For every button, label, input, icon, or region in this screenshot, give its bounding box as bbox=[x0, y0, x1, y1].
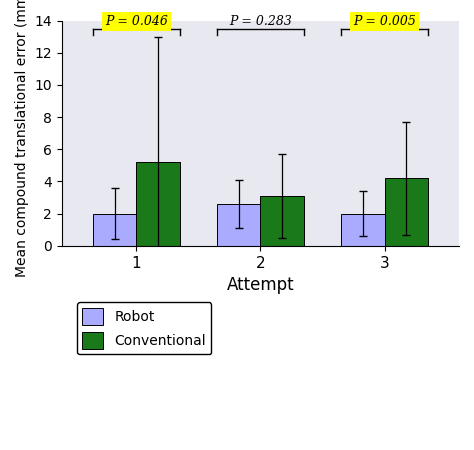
X-axis label: Attempt: Attempt bbox=[227, 276, 294, 294]
Text: P = 0.005: P = 0.005 bbox=[353, 15, 416, 28]
Y-axis label: Mean compound translational error (mm): Mean compound translational error (mm) bbox=[15, 0, 29, 277]
Bar bbox=[137, 162, 180, 246]
Bar bbox=[341, 214, 384, 246]
Bar bbox=[217, 204, 260, 246]
Legend: Robot, Conventional: Robot, Conventional bbox=[77, 302, 211, 354]
Bar bbox=[384, 178, 428, 246]
Bar bbox=[260, 196, 304, 246]
Bar bbox=[93, 214, 137, 246]
Text: P = 0.046: P = 0.046 bbox=[105, 15, 168, 28]
Text: P = 0.283: P = 0.283 bbox=[229, 15, 292, 28]
